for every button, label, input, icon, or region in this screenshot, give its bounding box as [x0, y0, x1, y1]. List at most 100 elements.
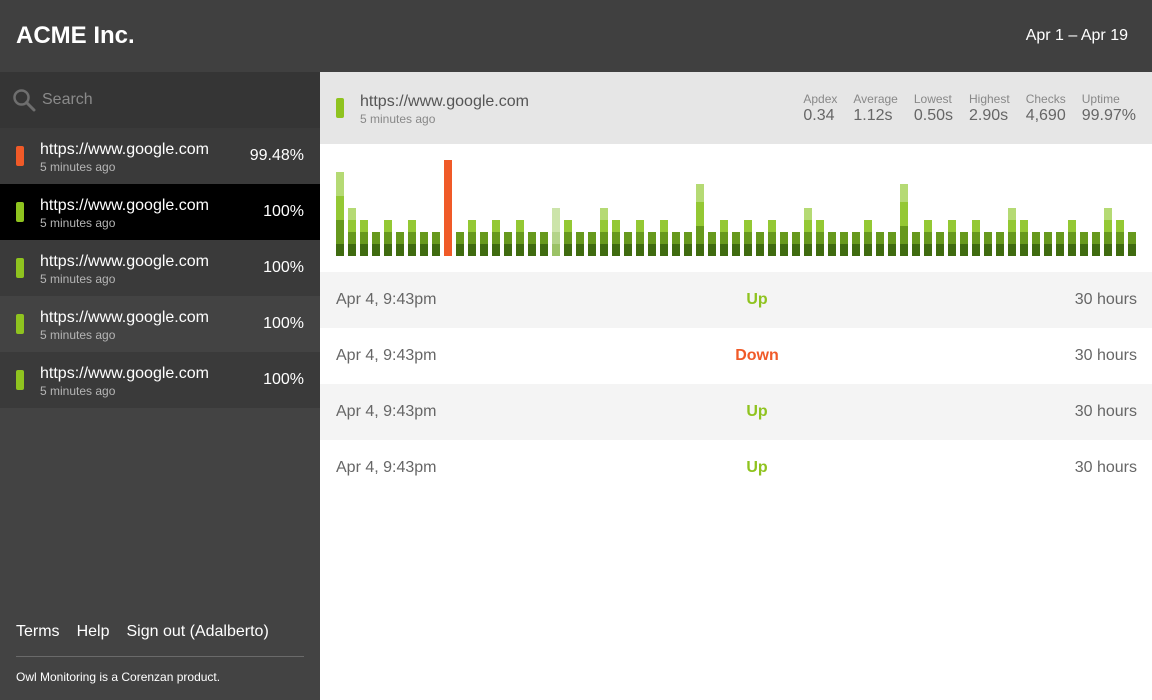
chart-bar-segment [528, 232, 536, 244]
chart-bar-segment [792, 244, 800, 256]
chart-bar-segment [1128, 232, 1136, 244]
chart-bar-segment [492, 244, 500, 256]
stat-apdex: Apdex 0.34 [803, 92, 837, 126]
chart-bar-segment [1104, 232, 1112, 244]
chart-bar-segment [348, 232, 356, 244]
site-list-item[interactable]: https://www.google.com 5 minutes ago 100% [0, 240, 320, 296]
site-list-item[interactable]: https://www.google.com 5 minutes ago 100% [0, 184, 320, 240]
sidebar: https://www.google.com 5 minutes ago 99.48… [0, 72, 320, 700]
chart-bar-segment [336, 220, 344, 244]
chart-bar-segment [1080, 232, 1088, 244]
chart-bar-segment [888, 244, 896, 256]
top-bar: ACME Inc. Apr 1 – Apr 19 [0, 0, 1152, 72]
event-date: Apr 4, 9:43pm [336, 459, 437, 476]
chart-bar-segment [780, 244, 788, 256]
chart-bar-segment [540, 232, 548, 244]
chart-bar-segment [1104, 220, 1112, 232]
site-list-item[interactable]: https://www.google.com 5 minutes ago 99.48… [0, 128, 320, 184]
chart-bar-segment [348, 208, 356, 220]
chart-bar-segment [1116, 220, 1124, 232]
stat-value: 99.97% [1081, 107, 1136, 124]
chart-bar-segment [624, 244, 632, 256]
chart-bar-segment [612, 244, 620, 256]
event-date: Apr 4, 9:43pm [336, 347, 437, 364]
chart-bar-segment [816, 232, 824, 244]
chart-bar-segment [984, 244, 992, 256]
chart-bar-segment [744, 244, 752, 256]
chart-bar-segment [684, 244, 692, 256]
chart-bar-segment [960, 232, 968, 244]
chart-bar-segment [552, 232, 560, 244]
event-row: Apr 4, 9:43pm Up 30 hours [320, 440, 1152, 496]
event-duration: 30 hours [1074, 291, 1137, 308]
date-range-picker[interactable]: Apr 1 – Apr 19 [1025, 27, 1128, 44]
chart-bar-segment [612, 220, 620, 232]
chart-bar-segment [1056, 244, 1064, 256]
chart-bar-segment [336, 244, 344, 256]
chart-bar-segment [384, 232, 392, 244]
help-link[interactable]: Help [76, 623, 110, 640]
brand-name: ACME Inc. [16, 22, 135, 49]
site-url: https://www.google.com [40, 197, 209, 214]
chart-bar-segment [924, 232, 932, 244]
site-uptime: 99.48% [249, 147, 304, 164]
chart-bar-segment [504, 232, 512, 244]
chart-bar-segment [504, 244, 512, 256]
chart-bar-segment [936, 232, 944, 244]
chart-bar-segment [804, 232, 812, 244]
chart-bar-segment [372, 244, 380, 256]
chart-bar-segment [732, 232, 740, 244]
event-status: Up [746, 291, 768, 308]
chart-bar-segment [900, 202, 908, 226]
chart-bar-segment [396, 232, 404, 244]
chart-bar-segment [900, 184, 908, 202]
chart-bar-segment [756, 232, 764, 244]
chart-bar-segment [948, 232, 956, 244]
chart-bar-segment [780, 232, 788, 244]
main-panel: https://www.google.com 5 minutes ago Apd… [320, 72, 1152, 700]
chart-bar-segment [852, 244, 860, 256]
chart-bar-segment [1116, 244, 1124, 256]
event-duration: 30 hours [1074, 459, 1137, 476]
chart-bar-segment [840, 232, 848, 244]
chart-bar-segment [456, 232, 464, 244]
chart-bar-segment [1128, 244, 1136, 256]
chart-bar-segment [756, 244, 764, 256]
chart-bar-segment [408, 232, 416, 244]
chart-bar-segment [744, 220, 752, 232]
chart-bar-segment [1008, 220, 1016, 232]
chart-bar-segment [768, 244, 776, 256]
chart-bar-segment [924, 244, 932, 256]
stat-value: 1.12s [853, 107, 893, 124]
chart-bar-segment [720, 232, 728, 244]
chart-bar-segment [1068, 232, 1076, 244]
chart-bar-segment [636, 232, 644, 244]
chart-bar-segment [816, 220, 824, 232]
stat-value: 2.90s [969, 107, 1009, 124]
chart-bar-segment [552, 208, 560, 232]
chart-bar-segment [948, 220, 956, 232]
chart-bar-segment [876, 244, 884, 256]
event-date: Apr 4, 9:43pm [336, 403, 437, 420]
site-uptime: 100% [263, 259, 304, 276]
terms-link[interactable]: Terms [16, 623, 60, 640]
chart-bar-segment [600, 232, 608, 244]
chart-bar-segment [912, 232, 920, 244]
footer-note: Owl Monitoring is a Corenzan product. [16, 670, 221, 684]
chart-bar-segment [468, 220, 476, 232]
sign-out-link[interactable]: Sign out (Adalberto) [126, 623, 269, 640]
stat-label: Uptime [1081, 92, 1120, 106]
chart-bar-segment [516, 244, 524, 256]
chart-bar-segment [384, 244, 392, 256]
chart-bar-segment [864, 232, 872, 244]
chart-bar-segment [468, 232, 476, 244]
site-list-item[interactable]: https://www.google.com 5 minutes ago 100% [0, 352, 320, 408]
chart-bar-segment [396, 244, 404, 256]
search-input[interactable] [42, 89, 302, 111]
chart-bar-segment [696, 244, 704, 256]
chart-bar-segment [996, 244, 1004, 256]
chart-bar-segment [408, 244, 416, 256]
chart-bar-segment [1080, 244, 1088, 256]
site-updated: 5 minutes ago [40, 384, 116, 398]
site-list-item[interactable]: https://www.google.com 5 minutes ago 100% [0, 296, 320, 352]
